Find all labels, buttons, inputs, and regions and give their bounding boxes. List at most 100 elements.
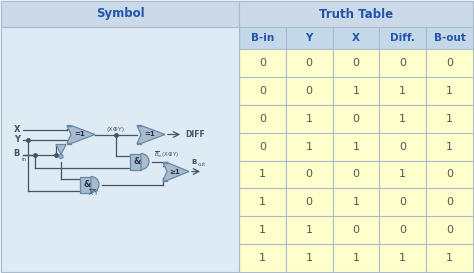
Bar bbox=[1, 27, 239, 272]
Text: =1: =1 bbox=[74, 132, 85, 138]
Bar bbox=[333, 161, 379, 188]
Text: 1: 1 bbox=[446, 86, 453, 96]
Bar bbox=[239, 49, 286, 77]
Text: X: X bbox=[13, 125, 20, 134]
Text: &: & bbox=[134, 157, 141, 166]
Bar bbox=[426, 216, 473, 244]
Text: $\overline{B}_{in}$(X⊕Y): $\overline{B}_{in}$(X⊕Y) bbox=[154, 149, 179, 159]
Bar bbox=[239, 216, 286, 244]
Bar bbox=[286, 244, 333, 272]
Text: 1: 1 bbox=[353, 253, 359, 263]
Bar bbox=[333, 216, 379, 244]
Text: 0: 0 bbox=[399, 225, 406, 235]
Bar bbox=[239, 77, 286, 105]
Bar bbox=[333, 77, 379, 105]
Bar bbox=[286, 77, 333, 105]
Wedge shape bbox=[141, 153, 149, 170]
Bar bbox=[379, 244, 426, 272]
Text: 0: 0 bbox=[306, 197, 313, 207]
Text: 0: 0 bbox=[446, 197, 453, 207]
Text: B-out: B-out bbox=[434, 33, 465, 43]
Bar bbox=[426, 27, 473, 49]
Text: 1: 1 bbox=[446, 114, 453, 124]
Text: in: in bbox=[22, 157, 27, 162]
Bar bbox=[239, 244, 286, 272]
Text: 0: 0 bbox=[399, 142, 406, 152]
Text: 1: 1 bbox=[306, 253, 313, 263]
Text: 0: 0 bbox=[399, 58, 406, 68]
Bar bbox=[333, 244, 379, 272]
Bar bbox=[286, 49, 333, 77]
Text: X: X bbox=[352, 33, 360, 43]
Bar bbox=[239, 161, 286, 188]
Bar bbox=[379, 161, 426, 188]
Text: B: B bbox=[191, 159, 197, 165]
Bar bbox=[286, 188, 333, 216]
Bar bbox=[333, 27, 379, 49]
Text: DIFF: DIFF bbox=[185, 130, 205, 139]
Text: 1: 1 bbox=[259, 253, 266, 263]
Text: 0: 0 bbox=[353, 170, 359, 179]
Bar bbox=[286, 133, 333, 161]
Bar bbox=[1, 1, 239, 27]
Bar bbox=[379, 133, 426, 161]
Bar bbox=[426, 244, 473, 272]
Bar bbox=[239, 133, 286, 161]
Text: 0: 0 bbox=[353, 114, 359, 124]
Bar bbox=[239, 1, 473, 27]
Text: 1: 1 bbox=[353, 197, 359, 207]
Text: 1: 1 bbox=[353, 142, 359, 152]
Bar bbox=[379, 77, 426, 105]
Bar bbox=[286, 216, 333, 244]
Polygon shape bbox=[56, 144, 66, 155]
Text: Truth Table: Truth Table bbox=[319, 7, 393, 20]
Text: 1: 1 bbox=[399, 170, 406, 179]
Bar bbox=[286, 105, 333, 133]
Text: 1: 1 bbox=[446, 142, 453, 152]
Bar bbox=[239, 105, 286, 133]
Text: Diff.: Diff. bbox=[391, 33, 415, 43]
Text: 1: 1 bbox=[259, 170, 266, 179]
Wedge shape bbox=[91, 177, 99, 192]
Polygon shape bbox=[67, 126, 95, 144]
Bar bbox=[426, 49, 473, 77]
Bar bbox=[379, 27, 426, 49]
Text: (X⊕Y): (X⊕Y) bbox=[107, 126, 125, 132]
Bar bbox=[426, 161, 473, 188]
Text: 0: 0 bbox=[446, 170, 453, 179]
Circle shape bbox=[59, 155, 63, 159]
Text: 1: 1 bbox=[306, 142, 313, 152]
Bar bbox=[239, 27, 286, 49]
Text: out: out bbox=[198, 162, 206, 168]
Polygon shape bbox=[137, 126, 165, 144]
Bar bbox=[379, 49, 426, 77]
Text: 1: 1 bbox=[399, 86, 406, 96]
Text: B-in: B-in bbox=[251, 33, 274, 43]
Text: 0: 0 bbox=[353, 58, 359, 68]
Bar bbox=[333, 188, 379, 216]
Bar bbox=[426, 105, 473, 133]
Text: Y: Y bbox=[14, 135, 20, 144]
Text: 1: 1 bbox=[259, 225, 266, 235]
Text: B: B bbox=[14, 149, 20, 158]
Text: 1: 1 bbox=[399, 253, 406, 263]
Bar bbox=[239, 188, 286, 216]
Bar bbox=[379, 216, 426, 244]
Text: 1: 1 bbox=[259, 197, 266, 207]
Bar bbox=[333, 49, 379, 77]
Text: 0: 0 bbox=[399, 197, 406, 207]
Bar bbox=[130, 153, 141, 170]
Bar bbox=[379, 188, 426, 216]
Bar bbox=[333, 133, 379, 161]
Text: 0: 0 bbox=[446, 58, 453, 68]
Text: Y: Y bbox=[306, 33, 313, 43]
Text: 0: 0 bbox=[306, 86, 313, 96]
Text: ≥1: ≥1 bbox=[170, 168, 181, 174]
Text: Symbol: Symbol bbox=[96, 7, 144, 20]
Text: 1: 1 bbox=[353, 86, 359, 96]
Text: 1: 1 bbox=[306, 225, 313, 235]
Bar bbox=[426, 77, 473, 105]
Bar bbox=[286, 27, 333, 49]
Text: 0: 0 bbox=[259, 86, 266, 96]
Text: 1: 1 bbox=[306, 114, 313, 124]
